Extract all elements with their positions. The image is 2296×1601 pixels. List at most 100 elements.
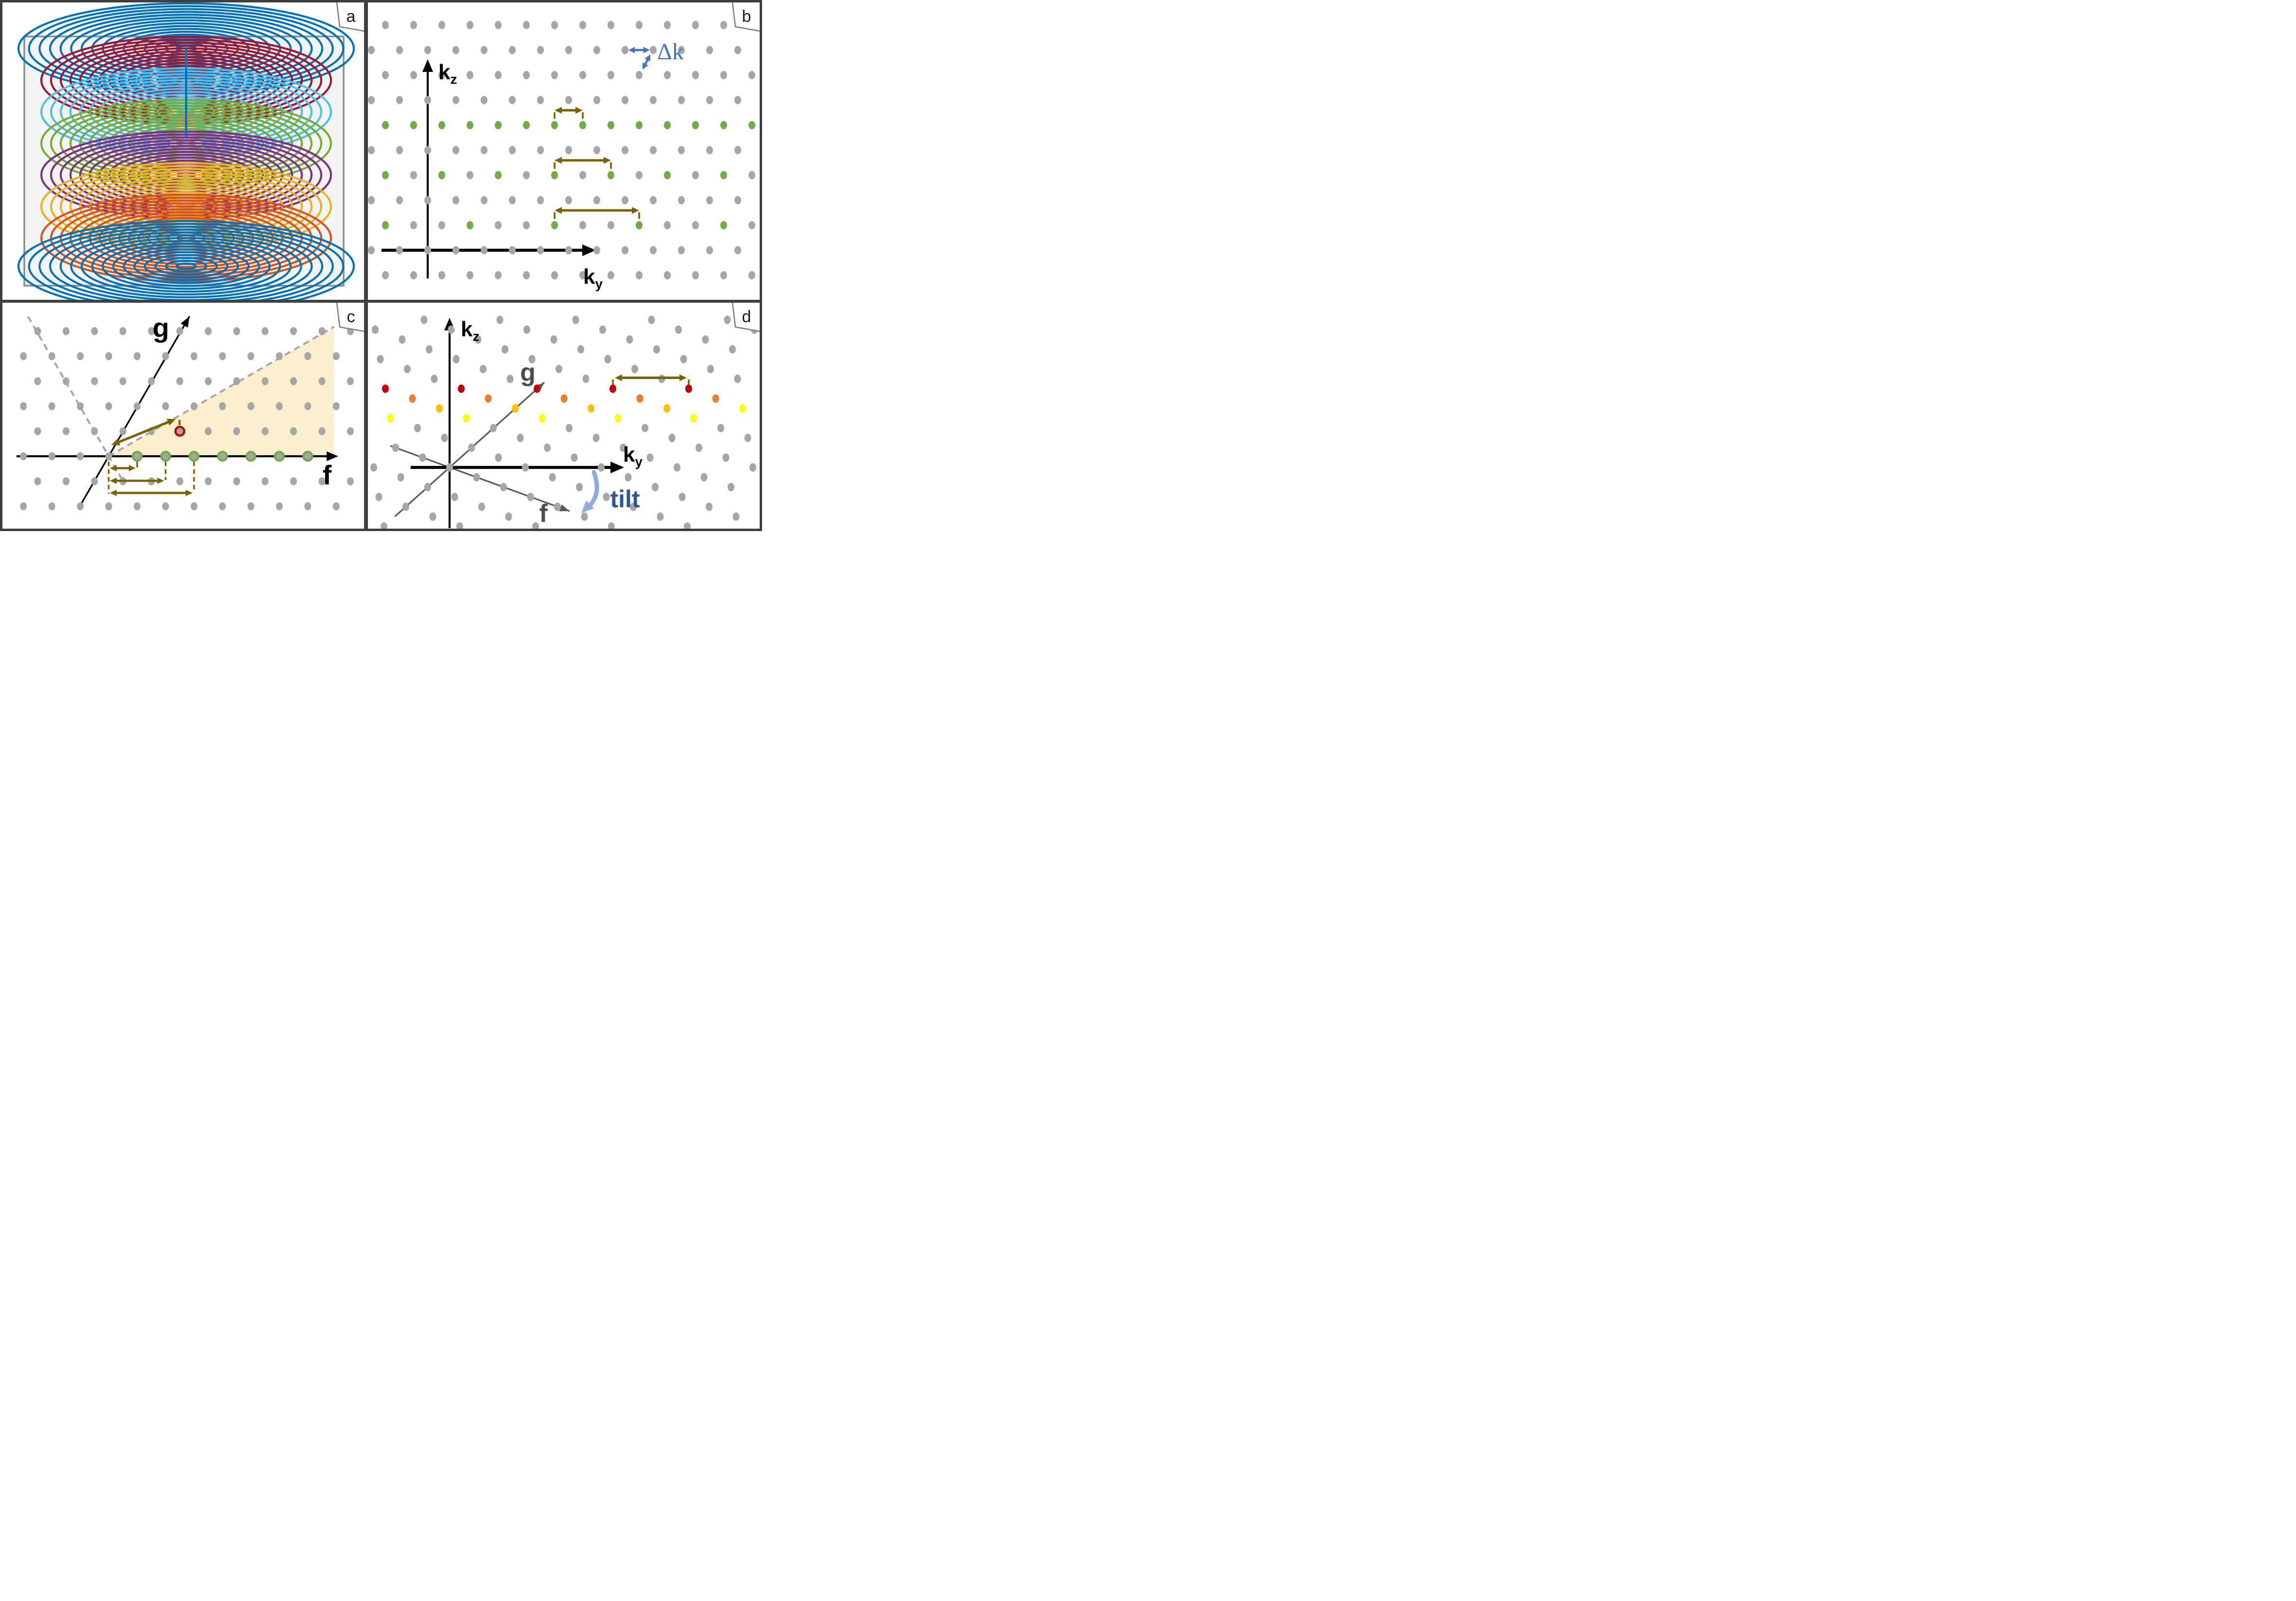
spiral-turn (112, 245, 261, 287)
lattice-dot (517, 433, 524, 442)
lattice-dot (332, 402, 340, 411)
lattice-dot (34, 427, 41, 435)
green-ring-dot (302, 450, 313, 462)
lattice-dot (509, 196, 516, 205)
lattice-dot (247, 402, 255, 411)
lattice-dot (692, 21, 699, 29)
lattice-dot (646, 453, 654, 462)
lattice-dot (506, 375, 514, 383)
delta-k-diagonal-arrow-head (643, 62, 648, 69)
green-ring-dot (132, 450, 143, 462)
lattice-dot (495, 271, 502, 279)
lattice-dot (577, 345, 584, 354)
sample-dot-gold (588, 404, 594, 413)
lattice-dot (692, 71, 699, 79)
green-ring-dot (274, 450, 285, 462)
sample-dot-red (609, 384, 616, 393)
panel-c: f g c (17, 303, 364, 511)
lattice-dot (304, 502, 312, 511)
lattice-dot (261, 477, 269, 485)
lattice-dot (678, 246, 685, 255)
lattice-dot (579, 171, 586, 179)
lattice-dot (424, 196, 431, 205)
origin-vector-arrow-head (166, 418, 176, 426)
delta-k-label: Δk (657, 39, 684, 65)
lattice-dot (448, 325, 454, 334)
spiral-turn (49, 228, 324, 300)
spiral-disk-7 (17, 220, 355, 300)
green-sample-dot (608, 171, 614, 179)
lattice-dot (571, 453, 578, 462)
spiral-turn (165, 259, 208, 273)
lattice-dot (105, 402, 112, 411)
lattice-dot (505, 512, 512, 521)
lattice-dot (481, 146, 487, 155)
lattice-dot (452, 196, 459, 205)
lattice-dot (556, 364, 562, 374)
lattice-dot (419, 453, 426, 462)
lattice-dot (233, 477, 240, 485)
spacing-arrow-head (555, 107, 562, 114)
lattice-dot (509, 246, 516, 255)
lattice-dot (219, 352, 226, 361)
lattice-dot (490, 424, 497, 432)
lattice-dot (565, 46, 572, 54)
lattice-dot (467, 271, 473, 279)
spacing-arrow-head (679, 374, 687, 381)
lattice-dot (680, 355, 687, 363)
panel-tab-edge (731, 303, 760, 332)
spiral-turn (102, 242, 271, 290)
spiral-turn (133, 251, 239, 281)
lattice-dot (622, 196, 628, 205)
panel-tab-a (337, 2, 364, 31)
lattice-dot (630, 502, 637, 511)
lattice-dot (77, 502, 84, 511)
green-ring-dot (189, 450, 200, 462)
sample-dot-orange (636, 394, 644, 403)
lattice-dot (668, 433, 676, 442)
lattice-dot (119, 377, 126, 385)
lattice-dot (377, 355, 384, 363)
sample-dot-red (685, 384, 692, 393)
lattice-dot (105, 502, 112, 511)
lattice-dot (34, 377, 41, 385)
spacing-arrow-head (157, 478, 164, 484)
lattice-dot (134, 402, 141, 411)
lattice-dot (523, 171, 530, 179)
lattice-dot (438, 71, 445, 79)
spacing-arrow-head (186, 490, 192, 496)
lattice-dot (34, 477, 41, 485)
green-sample-dot (382, 171, 389, 179)
lattice-dot (664, 21, 671, 29)
lattice-dot (290, 377, 297, 385)
green-ring-dot (160, 450, 171, 462)
lattice-dot (247, 502, 255, 511)
lattice-dot (692, 271, 699, 279)
lattice-dot (551, 271, 558, 279)
delta-k-horizontal-arrow-head (644, 47, 650, 53)
lattice-dot (495, 71, 502, 79)
lattice-dot (134, 502, 141, 511)
lattice-dot (523, 221, 530, 229)
lattice-dot (734, 375, 741, 383)
lattice-dot (565, 246, 572, 255)
lattice-dot (404, 364, 411, 374)
lattice-dot (77, 452, 84, 461)
lattice-dot (304, 352, 312, 361)
lattice-dot (396, 96, 403, 104)
spiral-turn (122, 248, 250, 284)
ky-axis-head (582, 244, 596, 256)
lattice-dot (429, 512, 436, 521)
lattice-dot (650, 246, 657, 255)
lattice-dot (205, 477, 212, 485)
lattice-dot (579, 71, 586, 79)
lattice-dot (176, 477, 183, 485)
lattice-dot (456, 522, 463, 529)
lattice-dot (20, 402, 27, 411)
lattice-dot (748, 71, 755, 79)
lattice-dot (537, 146, 544, 155)
lattice-dot (523, 325, 530, 334)
lattice-dot (537, 96, 544, 104)
lattice-dot (20, 352, 27, 361)
lattice-dot (622, 46, 628, 54)
